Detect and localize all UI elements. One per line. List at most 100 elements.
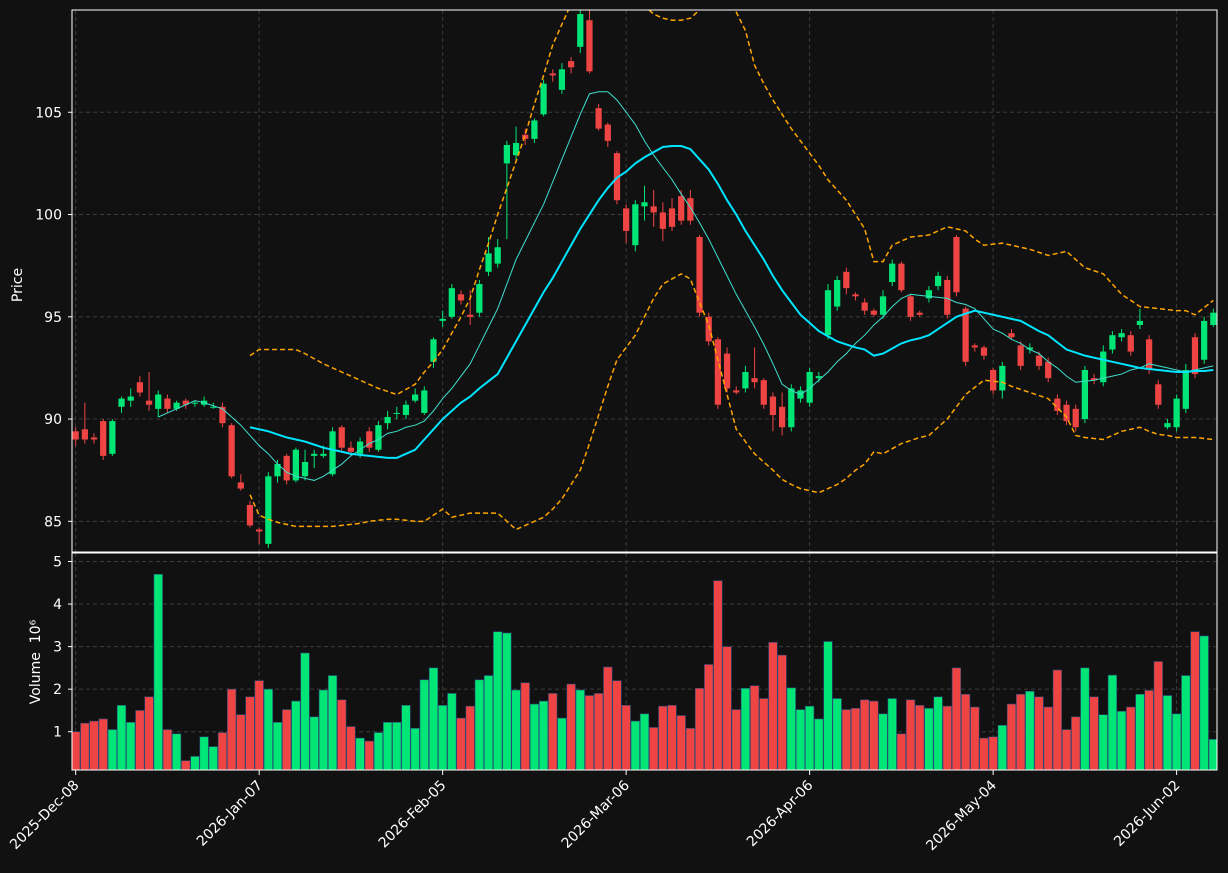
- volume-bar: [162, 729, 173, 770]
- candle-body: [265, 476, 272, 544]
- candle-body: [164, 398, 171, 409]
- volume-bar: [548, 693, 558, 770]
- indicator-line: [249, 272, 1214, 531]
- candle-body: [467, 314, 474, 317]
- volume-bar: [814, 718, 824, 770]
- candle-body: [384, 417, 391, 424]
- candle-body: [100, 421, 107, 456]
- volume-bar: [823, 641, 833, 770]
- y-tick-label: 90: [44, 412, 62, 428]
- volume-bar: [649, 727, 659, 770]
- candle-body: [219, 406, 226, 424]
- candle-body: [586, 20, 593, 72]
- candle-body: [1054, 398, 1061, 411]
- volume-bar: [309, 716, 319, 770]
- candle-body: [1035, 355, 1043, 366]
- volume-bar: [1126, 706, 1136, 770]
- y-axis-label: Price: [10, 268, 26, 302]
- candle-body: [714, 339, 722, 405]
- y-tick-label: 100: [35, 208, 62, 224]
- volume-bar: [272, 722, 283, 770]
- candle-body: [907, 296, 914, 317]
- candle-body: [650, 206, 657, 213]
- volume-bar: [1107, 674, 1118, 770]
- candle-body: [889, 263, 896, 283]
- volume-bar: [759, 698, 769, 770]
- candle-body: [485, 253, 492, 272]
- volume-bar: [245, 696, 255, 770]
- candle-body: [155, 394, 162, 409]
- volume-bar: [1144, 690, 1154, 770]
- candle-body: [861, 302, 868, 311]
- volume-bar: [135, 710, 145, 770]
- candle-body: [393, 412, 400, 414]
- volume-bar: [153, 573, 163, 770]
- candle-body: [1136, 320, 1144, 325]
- candle-body: [925, 290, 933, 299]
- candle-body: [604, 124, 611, 141]
- candle-body: [109, 421, 116, 454]
- candle-body: [375, 425, 382, 450]
- volume-bar: [199, 736, 209, 770]
- volume-bar: [474, 679, 484, 770]
- volume-axis-label: Volume 10⁶: [28, 619, 44, 704]
- volume-tick-label: 1: [53, 725, 62, 741]
- candle-body: [338, 427, 345, 448]
- volume-bar: [575, 689, 585, 770]
- candle-body: [1026, 347, 1033, 350]
- volume-bar: [208, 746, 218, 770]
- candle-body: [292, 449, 299, 481]
- volume-bar: [263, 688, 273, 770]
- volume-bar: [988, 736, 998, 770]
- volume-bar: [1016, 693, 1026, 770]
- candle-body: [1118, 333, 1125, 338]
- candle-body: [1201, 320, 1208, 360]
- volume-bar: [107, 729, 117, 770]
- candle-body: [81, 429, 88, 440]
- volume-bar: [694, 688, 705, 770]
- volume-bar: [520, 682, 530, 770]
- candle-body: [1017, 345, 1024, 366]
- volume-bar: [887, 698, 897, 770]
- candle-body: [824, 290, 832, 336]
- volume-bar: [749, 685, 760, 770]
- volume-tick-label: 2: [53, 682, 62, 698]
- candle-body: [668, 208, 676, 227]
- candle-body: [540, 83, 547, 115]
- candle-body: [448, 288, 455, 317]
- volume-tick-label: 3: [53, 640, 62, 656]
- candle-body: [999, 365, 1006, 391]
- candle-body: [274, 464, 281, 477]
- candle-body: [1100, 351, 1107, 383]
- candle-body: [962, 308, 969, 362]
- candle-body: [971, 345, 978, 348]
- candle-body: [742, 372, 749, 389]
- volume-bar: [401, 705, 411, 770]
- volume-bar: [98, 718, 108, 770]
- volume-bar: [1190, 631, 1200, 770]
- price-panel: [72, 10, 1217, 548]
- candle-body: [1081, 369, 1089, 420]
- volume-bar: [667, 705, 677, 770]
- volume-bar: [1153, 661, 1163, 770]
- candle-body: [1155, 384, 1162, 405]
- candle-body: [944, 279, 951, 315]
- volume-bar: [621, 705, 631, 770]
- volume-bar: [1116, 710, 1127, 770]
- y-tick-label: 105: [35, 105, 62, 121]
- volume-bar: [190, 756, 200, 770]
- volume-bar: [1098, 714, 1108, 770]
- volume-bar: [456, 717, 466, 770]
- x-tick-label: 2026-Mar-06: [559, 777, 633, 851]
- candle-body: [356, 441, 364, 454]
- candle-body: [980, 347, 988, 356]
- volume-bar: [704, 664, 714, 770]
- candle-body: [723, 353, 731, 389]
- volume-bar: [777, 654, 787, 770]
- volume-bar: [1135, 693, 1145, 770]
- candle-body: [72, 431, 79, 440]
- candle-body: [696, 237, 703, 313]
- volume-bar: [979, 737, 989, 770]
- volume-bar: [1089, 696, 1099, 770]
